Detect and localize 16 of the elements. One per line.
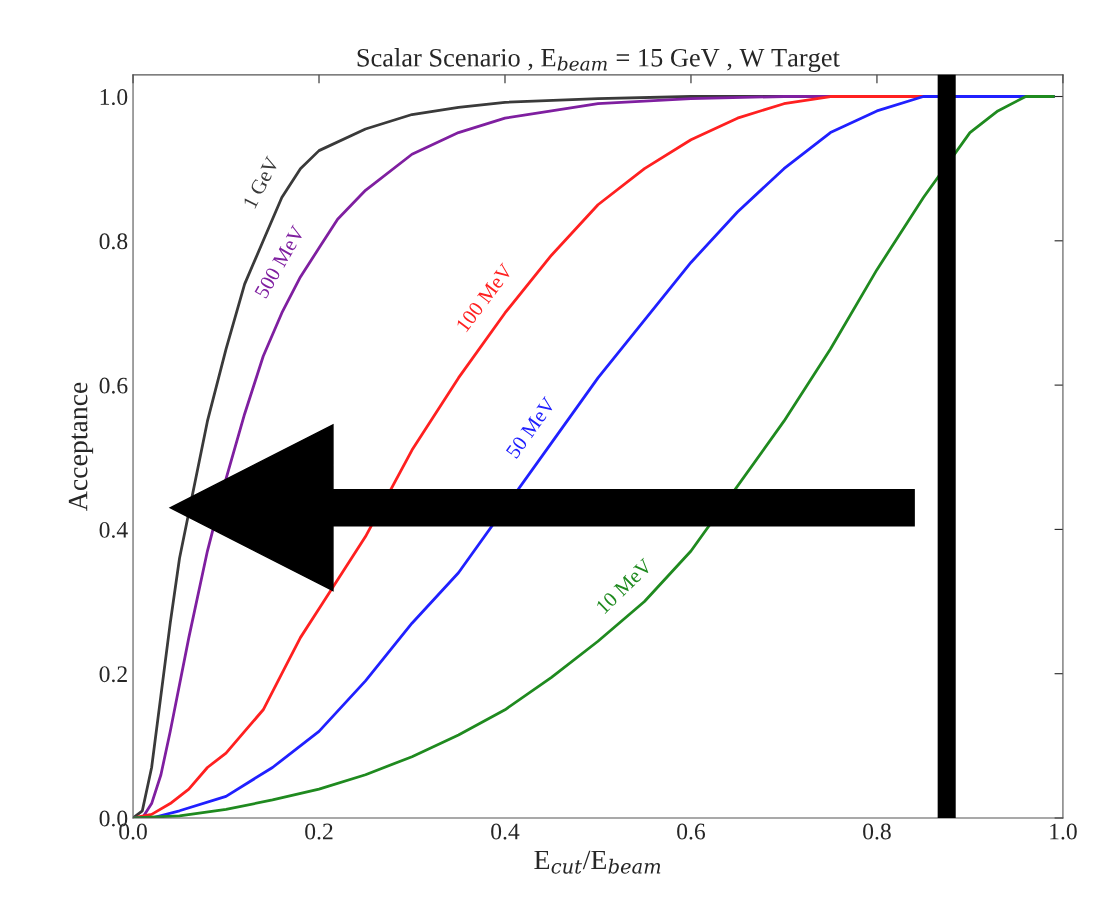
chart-title: Scalar Scenario , E$_{beam}$ = 15 GeV , W Target [357, 48, 840, 73]
text: 500 MeV [254, 224, 306, 299]
y-tick-label: 1.0 [100, 89, 128, 106]
x-axis-title: E$_{cut}$/E$_{beam}$ [534, 850, 661, 874]
y-tick-label: 0.2 [99, 666, 127, 683]
y-tick-label: 0.6 [99, 377, 128, 394]
y-tick-label: 0.8 [99, 233, 128, 250]
line-series [133, 95, 1056, 818]
text: 1 GeV [242, 155, 280, 209]
x-tick-label: 0.4 [491, 823, 520, 840]
x-tick-label: 0.8 [863, 823, 891, 840]
x-tick-label: 1.0 [1050, 823, 1077, 840]
x-tick-label: 0.6 [677, 823, 706, 840]
x-tick-label: 0.2 [305, 823, 333, 840]
y-axis-title: Acceptance [68, 382, 94, 511]
y-tick-label: 0.4 [99, 521, 128, 538]
